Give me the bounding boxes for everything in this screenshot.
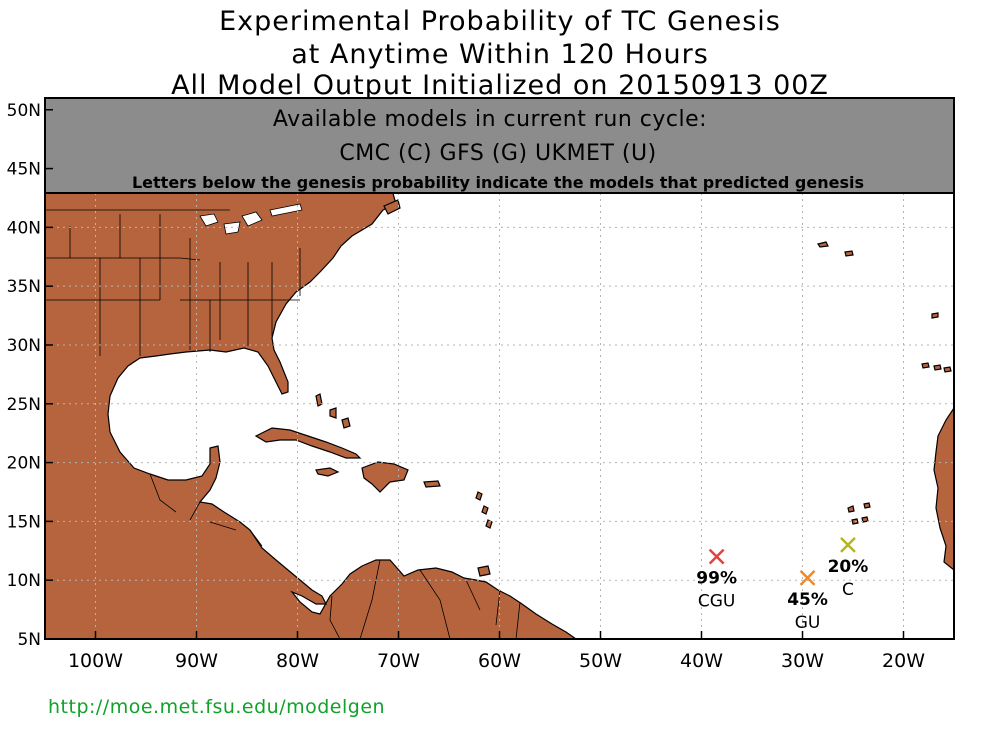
lat-tick-label: 40N [7, 218, 41, 238]
genesis-x-marker [840, 537, 856, 553]
lon-tick-label: 70W [377, 650, 420, 672]
lat-tick-label: 30N [7, 336, 41, 356]
lon-tick-label: 90W [175, 650, 218, 672]
genesis-models-label: CGU [698, 592, 736, 612]
lon-tick-label: 50W [579, 650, 622, 672]
lat-tick-label: 35N [7, 277, 41, 297]
political-borders [45, 203, 521, 639]
chart-title-line-1: Experimental Probability of TC Genesis [219, 6, 781, 37]
genesis-models-label: C [842, 580, 854, 600]
banner-line-3: Letters below the genesis probability in… [132, 173, 864, 192]
genesis-point: 20% C [828, 537, 869, 600]
land-nova-scotia [383, 199, 401, 215]
land-canaries [921, 362, 952, 373]
lon-tick-label: 30W [781, 650, 824, 672]
genesis-x-marker [799, 569, 816, 586]
lat-tick-label: 15N [7, 512, 41, 532]
lat-tick-label: 10N [7, 571, 41, 591]
lon-tick-label: 80W [276, 650, 319, 672]
land-puerto-rico [423, 480, 441, 488]
land-cape-verde [847, 502, 871, 525]
genesis-probability-label: 99% [696, 569, 737, 589]
land-madeira [931, 312, 939, 319]
lat-tick-label: 45N [7, 160, 41, 180]
lon-tick-label: 100W [68, 650, 123, 672]
land-hispaniola [361, 461, 409, 493]
genesis-models-label: GU [795, 613, 821, 633]
lat-tick-label: 50N [7, 101, 41, 121]
genesis-probability-label: 45% [787, 590, 828, 610]
banner-line-2: CMC (C) GFS (G) UKMET (U) [339, 141, 656, 166]
genesis-x-marker [708, 548, 725, 565]
land-layer [45, 189, 954, 639]
genesis-probability-label: 20% [828, 557, 869, 577]
land-trinidad [477, 565, 491, 577]
map-grid [45, 193, 954, 639]
land-jamaica [315, 467, 340, 477]
genesis-points: 99% CGU 45% GU 20% C [696, 537, 869, 633]
lon-tick-label: 60W [478, 650, 521, 672]
lat-tick-label: 25N [7, 395, 41, 415]
map-axes: 100W 90W 80W 70W 60W 50W 40W 30W 20W 50N 45N 40N 35N… [7, 101, 926, 672]
chart-title-line-3: All Model Output Initialized on 20150913… [171, 70, 829, 101]
lon-tick-label: 40W [680, 650, 723, 672]
chart-title-line-2: at Anytime Within 120 Hours [291, 39, 709, 70]
genesis-point: 99% CGU [696, 548, 737, 612]
land-africa [933, 406, 954, 571]
model-banner [44, 97, 955, 194]
land-americas [45, 189, 578, 639]
land-azores [817, 241, 854, 257]
footer-url-link[interactable]: http://moe.met.fsu.edu/modelgen [48, 696, 386, 718]
land-cuba [254, 427, 362, 459]
lat-tick-label: 20N [7, 454, 41, 474]
lat-tick-label: 5N [17, 630, 41, 650]
genesis-point: 45% GU [787, 569, 828, 633]
lon-tick-label: 20W [882, 650, 925, 672]
banner-line-1: Available models in current run cycle: [273, 107, 707, 132]
